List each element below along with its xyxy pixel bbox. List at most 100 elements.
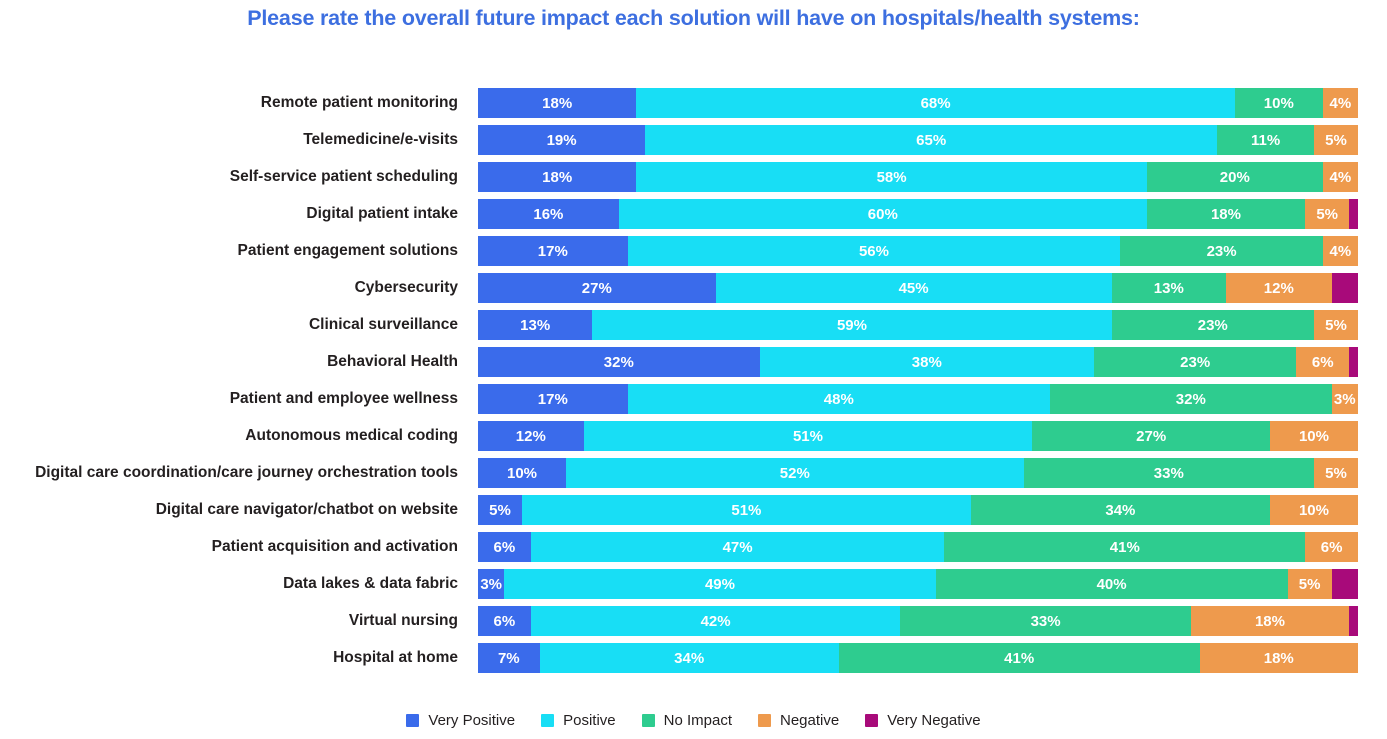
chart-row-label: Digital care coordination/care journey o…: [35, 464, 458, 481]
chart-row: Cybersecurity 27% 45% 13% 12%: [0, 273, 1387, 303]
stacked-bar: 12% 51% 27% 10%: [478, 421, 1358, 451]
bar-segment-no-impact: 34%: [970, 495, 1270, 525]
bar-segment-positive: 47%: [530, 532, 945, 562]
bar-segment-negative: 18%: [1190, 606, 1350, 636]
stacked-bar: 6% 42% 33% 18%: [478, 606, 1358, 636]
chart-row-label: Hospital at home: [333, 649, 458, 666]
legend-item-label: No Impact: [663, 712, 732, 729]
chart-row-label: Behavioral Health: [327, 353, 458, 370]
bar-segment-positive: 34%: [539, 643, 839, 673]
stacked-bar: 10% 52% 33% 5%: [478, 458, 1358, 488]
stacked-bar: 7% 34% 41% 18%: [478, 643, 1358, 673]
chart-row: Digital care coordination/care journey o…: [0, 458, 1387, 488]
bar-segment-positive: 45%: [715, 273, 1112, 303]
bar-segment-positive: 65%: [645, 125, 1218, 155]
legend-swatch-no-impact: [641, 714, 655, 727]
chart-row: Digital care navigator/chatbot on websit…: [0, 495, 1387, 525]
bar-segment-negative: 4%: [1322, 162, 1358, 192]
bar-segment-very-positive: 6%: [478, 532, 531, 562]
legend-swatch-positive: [541, 714, 555, 727]
legend-item[interactable]: Very Negative: [865, 712, 981, 729]
bar-segment-no-impact: 11%: [1217, 125, 1314, 155]
bar-segment-no-impact: 40%: [935, 569, 1288, 599]
bar-segment-positive: 38%: [759, 347, 1094, 377]
bar-segment-negative: 6%: [1305, 532, 1358, 562]
legend-swatch-very-negative: [865, 714, 879, 727]
stacked-bar: 17% 48% 32% 3%: [478, 384, 1358, 414]
bar-segment-very-positive: 3%: [478, 569, 505, 599]
bar-segment-negative: 6%: [1296, 347, 1350, 377]
legend-swatch-negative: [758, 714, 771, 727]
bar-segment-negative: 4%: [1322, 88, 1358, 118]
bar-segment-very-positive: 32%: [478, 347, 760, 377]
legend-item[interactable]: No Impact: [641, 712, 732, 729]
chart-row: Patient engagement solutions 17% 56% 23% 4%: [0, 236, 1387, 266]
chart-row-label: Autonomous medical coding: [245, 427, 458, 444]
bar-segment-negative: 4%: [1322, 236, 1358, 266]
bar-segment-very-positive: 10%: [478, 458, 566, 488]
bar-segment-no-impact: 20%: [1146, 162, 1323, 192]
legend-item-label: Negative: [780, 712, 840, 729]
bar-segment-very-positive: 18%: [478, 162, 637, 192]
bar-segment-negative: 5%: [1313, 310, 1358, 340]
bar-segment-no-impact: 41%: [838, 643, 1200, 673]
stacked-bar: 16% 60% 18% 5%: [478, 199, 1358, 229]
legend-swatch-very-positive: [406, 714, 420, 727]
bar-segment-very-positive: 5%: [478, 495, 522, 525]
chart-row: Data lakes & data fabric 3% 49% 40% 5%: [0, 569, 1387, 599]
stacked-bar: 13% 59% 23% 5%: [478, 310, 1358, 340]
bar-segment-negative: 10%: [1269, 421, 1358, 451]
legend-item[interactable]: Negative: [758, 712, 839, 729]
bar-segment-no-impact: 41%: [944, 532, 1306, 562]
bar-segment-positive: 51%: [522, 495, 971, 525]
bar-segment-negative: 5%: [1305, 199, 1350, 229]
chart-row-label: Patient and employee wellness: [229, 390, 458, 407]
bar-segment-negative: 5%: [1313, 458, 1358, 488]
chart-row: Virtual nursing 6% 42% 33% 18%: [0, 606, 1387, 636]
bar-segment-positive: 60%: [618, 199, 1147, 229]
chart-row-label: Digital care navigator/chatbot on websit…: [155, 501, 458, 518]
legend-item[interactable]: Very Positive: [406, 712, 515, 729]
chart-row: Hospital at home 7% 34% 41% 18%: [0, 643, 1387, 673]
legend-item[interactable]: Positive: [541, 712, 616, 729]
chart-legend: Very Positive Positive No Impact Negative Ve…: [0, 712, 1387, 729]
bar-segment-no-impact: 33%: [1023, 458, 1314, 488]
bar-segment-very-positive: 17%: [478, 236, 628, 266]
chart-row: Behavioral Health 32% 38% 23% 6%: [0, 347, 1387, 377]
bar-segment-very-negative: [1349, 347, 1358, 377]
legend-item-label: Very Positive: [428, 712, 516, 729]
bar-segment-very-negative: [1331, 273, 1358, 303]
bar-segment-positive: 48%: [627, 384, 1050, 414]
chart-row-label: Telemedicine/e-visits: [303, 131, 458, 148]
chart-row-label: Data lakes & data fabric: [283, 575, 458, 592]
legend-item-label: Positive: [563, 712, 616, 729]
chart-row-label: Self-service patient scheduling: [229, 168, 458, 185]
bar-segment-very-positive: 16%: [478, 199, 619, 229]
chart-row: Telemedicine/e-visits 19% 65% 11% 5%: [0, 125, 1387, 155]
bar-segment-very-positive: 19%: [478, 125, 646, 155]
stacked-bar: 5% 51% 34% 10%: [478, 495, 1358, 525]
bar-segment-positive: 58%: [636, 162, 1147, 192]
bar-segment-no-impact: 27%: [1032, 421, 1270, 451]
chart-row: Remote patient monitoring 18% 68% 10% 4%: [0, 88, 1387, 118]
bar-segment-very-positive: 27%: [478, 273, 716, 303]
stacked-bar: 32% 38% 23% 6%: [478, 347, 1358, 377]
bar-segment-negative: 5%: [1287, 569, 1332, 599]
bar-segment-very-positive: 7%: [478, 643, 540, 673]
bar-segment-very-negative: [1349, 199, 1358, 229]
page-title: Please rate the overall future impact ea…: [247, 6, 1140, 30]
bar-segment-very-negative: [1349, 606, 1358, 636]
bar-segment-negative: 18%: [1199, 643, 1358, 673]
stacked-bar: 18% 58% 20% 4%: [478, 162, 1358, 192]
bar-segment-no-impact: 33%: [900, 606, 1191, 636]
chart-row-label: Digital patient intake: [306, 205, 458, 222]
bar-segment-very-positive: 17%: [478, 384, 628, 414]
chart-row-label: Virtual nursing: [348, 612, 458, 629]
chart-row: Patient acquisition and activation 6% 47% 4…: [0, 532, 1387, 562]
bar-segment-negative: 12%: [1225, 273, 1332, 303]
bar-segment-no-impact: 32%: [1049, 384, 1332, 414]
bar-segment-no-impact: 23%: [1111, 310, 1314, 340]
bar-segment-very-positive: 13%: [478, 310, 593, 340]
bar-segment-no-impact: 18%: [1146, 199, 1306, 229]
